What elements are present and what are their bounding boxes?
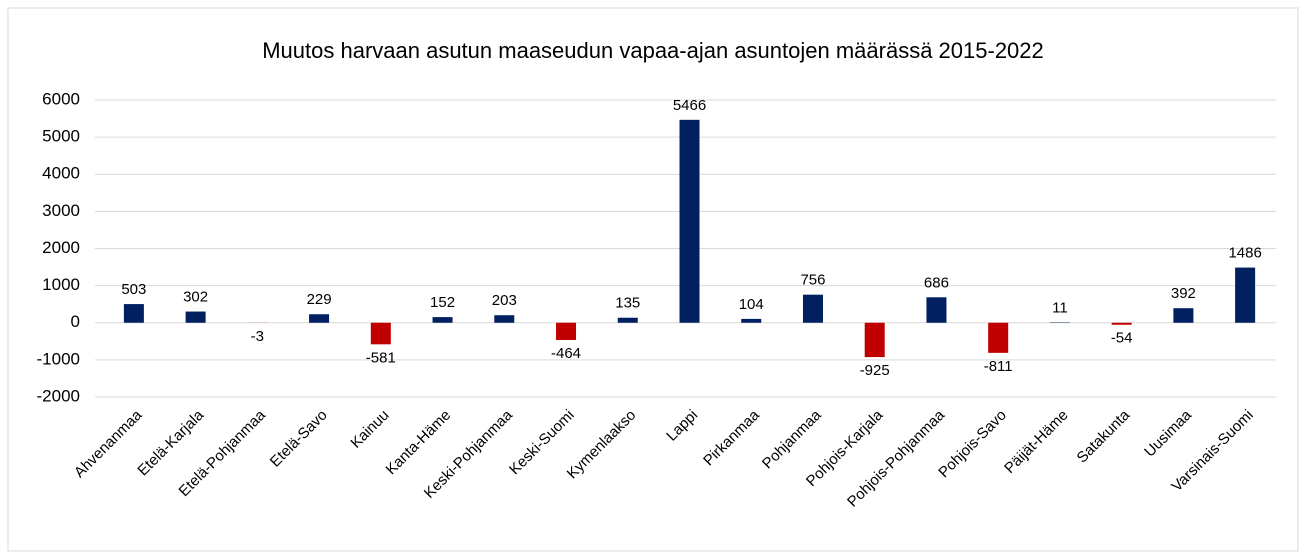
bar <box>309 314 330 323</box>
bar <box>741 318 762 323</box>
data-label: -3 <box>251 328 264 345</box>
bar <box>926 297 947 323</box>
data-label: -811 <box>984 358 1013 375</box>
bar <box>123 304 144 323</box>
data-label: 11 <box>1052 299 1068 316</box>
bar <box>556 322 577 340</box>
y-tick-label: 1000 <box>42 275 80 294</box>
data-label: 104 <box>739 296 764 313</box>
data-label: -464 <box>551 345 581 362</box>
y-tick-label: 4000 <box>42 164 80 183</box>
bar <box>1111 322 1132 325</box>
data-label: 392 <box>1171 285 1196 302</box>
y-tick-label: 2000 <box>42 238 80 257</box>
bar <box>1173 308 1194 323</box>
bar <box>185 311 206 323</box>
y-tick-label: 3000 <box>42 201 80 220</box>
bar <box>370 322 391 345</box>
data-label: 5466 <box>673 97 706 114</box>
data-label: -925 <box>860 362 890 379</box>
data-label: 302 <box>183 289 208 306</box>
data-label: 203 <box>492 292 517 309</box>
data-label: 229 <box>307 291 332 308</box>
y-tick-label: 6000 <box>42 89 80 108</box>
y-tick-label: -1000 <box>37 349 80 368</box>
data-label: 135 <box>615 295 640 312</box>
data-label: 503 <box>121 281 146 298</box>
bar <box>494 315 515 323</box>
y-tick-label: -2000 <box>37 386 80 405</box>
bar <box>864 322 885 358</box>
bar <box>432 317 453 323</box>
bar <box>679 119 700 323</box>
chart-title: Muutos harvaan asutun maaseudun vapaa-aj… <box>262 38 1044 63</box>
bar <box>617 317 638 323</box>
y-tick-label: 5000 <box>42 127 80 146</box>
data-label: 756 <box>800 272 825 289</box>
chart-border <box>7 7 1299 552</box>
data-label: -581 <box>366 349 396 366</box>
bar <box>988 322 1009 353</box>
data-label: 152 <box>430 294 455 311</box>
y-tick-label: 0 <box>71 312 80 331</box>
data-label: 686 <box>924 274 949 291</box>
bar <box>802 294 823 323</box>
data-label: -54 <box>1111 330 1133 347</box>
bar <box>1235 267 1256 323</box>
data-label: 1486 <box>1228 245 1261 262</box>
